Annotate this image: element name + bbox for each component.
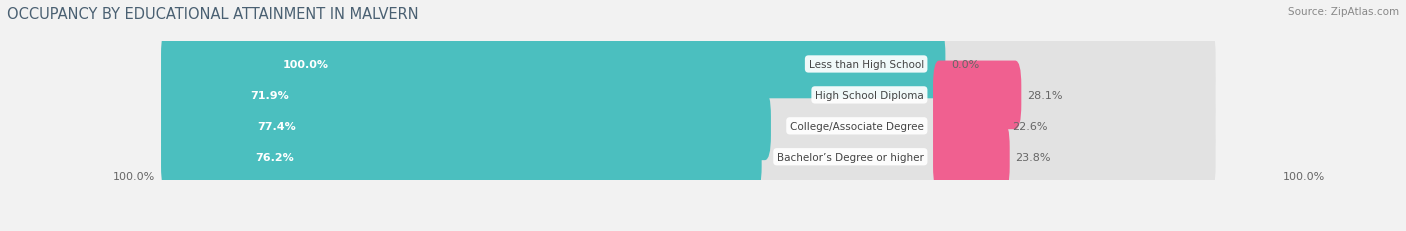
Text: 22.6%: 22.6% [1012,121,1047,131]
Text: 71.9%: 71.9% [250,91,290,100]
Text: 23.8%: 23.8% [1015,152,1050,162]
FancyBboxPatch shape [162,30,945,99]
FancyBboxPatch shape [162,61,728,130]
Text: Bachelor’s Degree or higher: Bachelor’s Degree or higher [778,152,924,162]
FancyBboxPatch shape [162,123,1216,191]
Text: 100.0%: 100.0% [283,60,329,70]
FancyBboxPatch shape [162,61,1216,130]
Text: Source: ZipAtlas.com: Source: ZipAtlas.com [1288,7,1399,17]
Text: 28.1%: 28.1% [1026,91,1062,100]
Text: OCCUPANCY BY EDUCATIONAL ATTAINMENT IN MALVERN: OCCUPANCY BY EDUCATIONAL ATTAINMENT IN M… [7,7,419,22]
Text: 77.4%: 77.4% [257,121,295,131]
FancyBboxPatch shape [934,123,1010,191]
Text: High School Diploma: High School Diploma [815,91,924,100]
Text: Less than High School: Less than High School [808,60,924,70]
Text: 76.2%: 76.2% [256,152,294,162]
FancyBboxPatch shape [162,30,1216,99]
FancyBboxPatch shape [162,123,762,191]
Text: College/Associate Degree: College/Associate Degree [790,121,924,131]
Text: 100.0%: 100.0% [112,171,156,181]
Text: 0.0%: 0.0% [950,60,979,70]
Text: 100.0%: 100.0% [1282,171,1326,181]
FancyBboxPatch shape [162,92,1216,161]
FancyBboxPatch shape [934,92,1007,161]
FancyBboxPatch shape [934,61,1021,130]
FancyBboxPatch shape [162,92,770,161]
